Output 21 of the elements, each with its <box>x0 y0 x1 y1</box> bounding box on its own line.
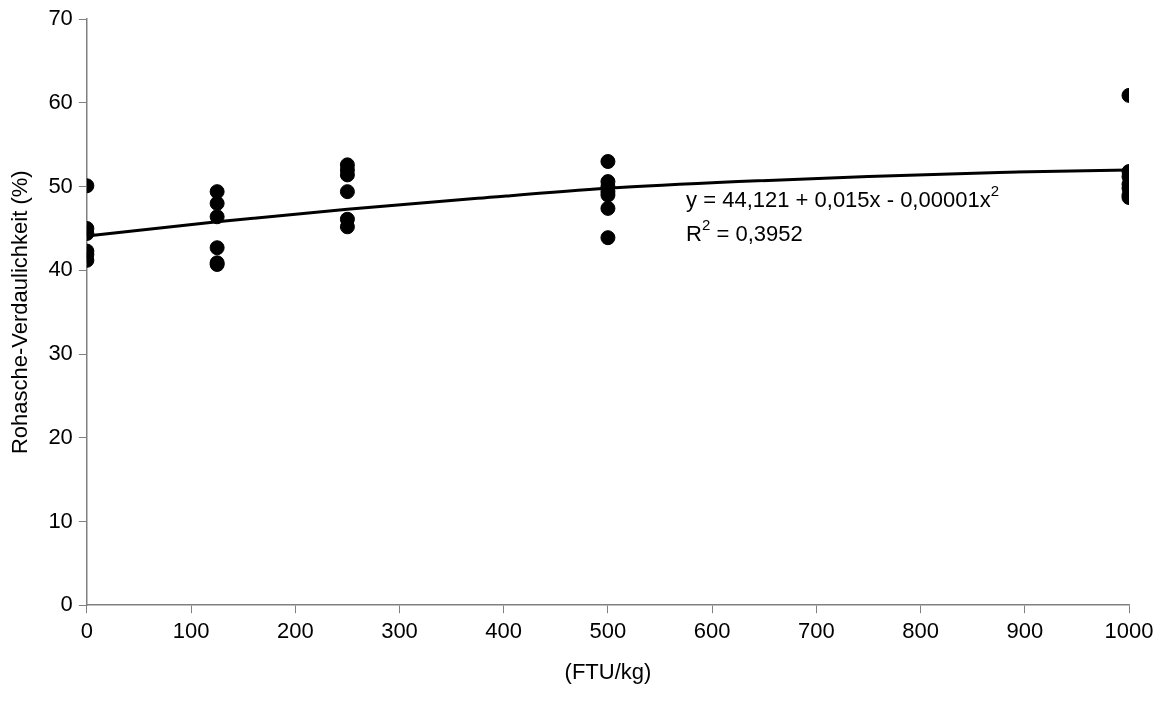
y-tick-label: 20 <box>48 423 73 449</box>
x-tick-label: 200 <box>276 618 314 644</box>
y-tick-label: 60 <box>48 88 73 114</box>
x-tick-label: 400 <box>485 618 523 644</box>
x-tick-label: 300 <box>381 618 418 644</box>
x-tick-label: 100 <box>172 618 210 644</box>
x-tick-label: 600 <box>693 618 731 644</box>
x-tick-label: 0 <box>80 618 93 644</box>
x-tick-label: 900 <box>1006 618 1044 644</box>
x-tick-label: 1000 <box>1104 618 1154 644</box>
y-tick-label: 50 <box>48 172 73 198</box>
y-tick-label: 40 <box>48 256 73 282</box>
y-axis-title: Rohasche-Verdaulichkeit (%) <box>7 170 33 455</box>
y-tick-label: 30 <box>48 340 73 366</box>
y-tick-label: 10 <box>48 507 73 533</box>
y-tick-label: 70 <box>48 5 73 31</box>
x-tick-label: 800 <box>902 618 939 644</box>
x-tick-label: 500 <box>589 618 627 644</box>
y-tick-label: 0 <box>60 591 73 617</box>
x-tick-label: 700 <box>798 618 835 644</box>
x-axis-title: (FTU/kg) <box>564 658 652 684</box>
